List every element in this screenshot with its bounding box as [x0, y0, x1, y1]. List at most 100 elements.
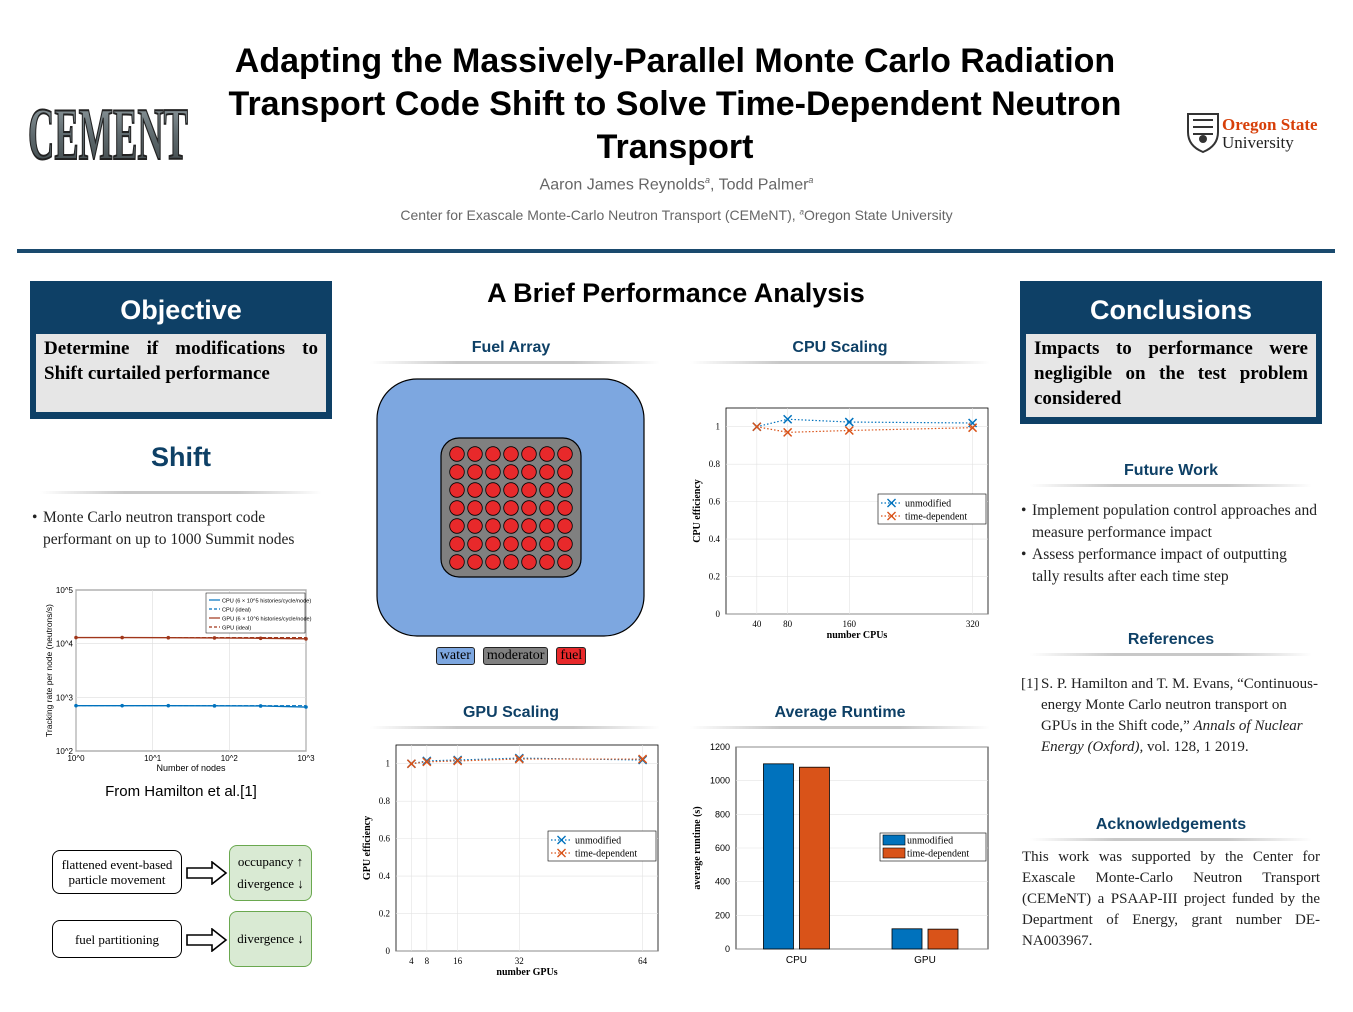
- future-work-heading: Future Work: [1124, 462, 1218, 479]
- y-tick-label: 0.2: [379, 909, 390, 919]
- fuel-pin: [467, 482, 483, 498]
- references-rule: [1030, 653, 1312, 656]
- poster-title: Adapting the Massively-Parallel Monte Ca…: [228, 42, 1122, 166]
- x-axis-label: Number of nodes: [156, 763, 226, 773]
- fuel-pin: [467, 518, 483, 534]
- acknowledgements-text: This work was supported by the Center fo…: [1022, 849, 1320, 949]
- arrow-right-icon: [186, 927, 228, 957]
- x-tick-label: 80: [783, 619, 793, 629]
- x-tick-label: 4: [409, 956, 414, 966]
- fuel-pin: [557, 500, 573, 516]
- y-axis-label: Tracking rate per node (neutrons/s): [44, 604, 54, 737]
- fuel-legend: water moderator fuel: [370, 647, 652, 665]
- fuel-pin: [557, 446, 573, 462]
- legend-swatch: [882, 834, 906, 846]
- objective-text: Determine if modifications to Shift curt…: [36, 334, 326, 412]
- conclusions-box: Conclusions Impacts to performance were …: [1020, 281, 1322, 424]
- objective-heading: Objective: [30, 281, 332, 333]
- osu-logo: Oregon State University: [1184, 108, 1334, 154]
- x-tick-label: 16: [453, 956, 463, 966]
- svg-text:Oregon State: Oregon State: [1222, 115, 1318, 134]
- fuel-pin: [503, 554, 519, 570]
- legend-marker: [887, 511, 896, 521]
- gpu-scaling-title: GPU Scaling: [462, 704, 560, 721]
- legend-label: unmodified: [907, 836, 953, 847]
- fuel-pin: [485, 500, 501, 516]
- bar: [799, 766, 830, 950]
- fuel-pin: [521, 482, 537, 498]
- legend-label: CPU (ideal): [222, 608, 251, 614]
- objective-box: Objective Determine if modifications to …: [30, 281, 332, 419]
- svg-text:CEMENT: CEMENT: [28, 94, 188, 173]
- y-tick-label: 800: [715, 809, 730, 819]
- legend-water: water: [435, 647, 475, 665]
- fuel-pin: [485, 464, 501, 480]
- legend-label: unmodified: [575, 836, 621, 847]
- fuel-pin: [557, 554, 573, 570]
- data-point: [258, 636, 263, 641]
- fuel-pin: [503, 482, 519, 498]
- y-tick-label: 0.4: [379, 871, 391, 881]
- data-point: [422, 757, 432, 767]
- y-tick-label: 400: [715, 877, 730, 887]
- fuel-pin: [503, 536, 519, 552]
- fuel-pin: [539, 464, 555, 480]
- series-line: [756, 426, 973, 433]
- fuel-pin: [467, 446, 483, 462]
- fuel-pin: [539, 482, 555, 498]
- data-point: [638, 754, 648, 764]
- flow-box-divergence: divergence ↓: [229, 911, 312, 967]
- fuel-array-diagram: [376, 378, 646, 638]
- legend-marker: [557, 848, 566, 858]
- authors: Aaron James Reynoldsa, Todd Palmera: [539, 175, 814, 194]
- legend-label: time-dependent: [907, 849, 969, 860]
- fuel-pin: [449, 464, 465, 480]
- y-tick-label: 10^3: [56, 693, 74, 702]
- x-tick-label: 40: [752, 619, 762, 629]
- conclusions-heading: Conclusions: [1020, 281, 1322, 333]
- legend-label: GPU (ideal): [222, 626, 251, 632]
- fuel-pin: [539, 500, 555, 516]
- fuel-array-rule: [370, 361, 660, 364]
- y-tick-label: 1000: [710, 776, 730, 786]
- y-tick-label: 0.4: [709, 534, 721, 544]
- fuel-pin: [557, 482, 573, 498]
- fuel-pin: [449, 482, 465, 498]
- x-tick-label: 64: [638, 956, 648, 966]
- bar: [927, 928, 959, 950]
- data-point: [258, 704, 263, 708]
- fuel-pin: [467, 536, 483, 552]
- x-tick-label: 10^1: [144, 754, 162, 763]
- flow-box-event-based: flattened event-based particle movement: [52, 850, 182, 894]
- acknowledgements-rule: [1030, 838, 1312, 841]
- fuel-pin: [485, 518, 501, 534]
- arrow-right-icon: [186, 860, 228, 890]
- fuel-pin: [449, 518, 465, 534]
- fuel-pin: [557, 464, 573, 480]
- x-tick-label: GPU: [914, 955, 936, 966]
- bar: [891, 928, 923, 950]
- fuel-pin: [521, 464, 537, 480]
- data-point: [752, 422, 762, 432]
- legend-label: unmodified: [905, 499, 951, 510]
- flow-box-fuel-partitioning: fuel partitioning: [52, 920, 182, 958]
- conclusions-text: Impacts to performance were negligible o…: [1026, 334, 1316, 417]
- data-point: [783, 427, 793, 437]
- fuel-pin: [485, 482, 501, 498]
- future-work-rule: [1030, 484, 1312, 487]
- center-heading: A Brief Performance Analysis: [487, 278, 865, 308]
- y-tick-label: 1200: [710, 742, 730, 752]
- series-line: [756, 418, 973, 428]
- fuel-pin: [503, 446, 519, 462]
- x-tick-label: 160: [843, 619, 857, 629]
- y-tick-label: 0.6: [379, 834, 391, 844]
- gpu-scaling-rule: [370, 726, 660, 729]
- legend-box: [547, 830, 657, 862]
- fuel-pin: [503, 500, 519, 516]
- legend-fuel: fuel: [556, 647, 587, 665]
- cpu-scaling-chart: 0 0.2 0.4 0.6 0.8 1 40 80 160 320 number CPUs CPU e…: [686, 398, 996, 648]
- data-point: [968, 423, 978, 433]
- legend-label: CPU (6 × 10^5 histories/cycle/node): [222, 599, 311, 605]
- hamilton-chart: 10^0 10^1 10^2 10^3 10^2 10^3 10^4 10^5 Number o…: [40, 582, 320, 777]
- fuel-pin: [467, 500, 483, 516]
